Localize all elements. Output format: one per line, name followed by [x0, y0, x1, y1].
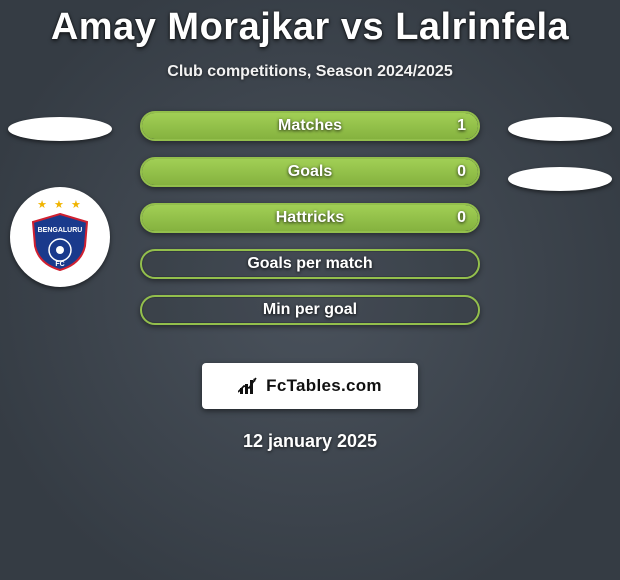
bengaluru-badge: ★ ★ ★ BENGALURU FC — [29, 202, 91, 272]
badge-shield-icon: BENGALURU FC — [29, 212, 91, 272]
stat-bars: Matches 1 Goals 0 Hattricks 0 Goals per match M… — [140, 111, 480, 325]
stat-bar-label: Goals — [288, 163, 332, 181]
svg-text:BENGALURU: BENGALURU — [38, 227, 83, 234]
stat-bar: Goals per match — [140, 249, 480, 279]
left-club-badge: ★ ★ ★ BENGALURU FC — [10, 187, 110, 287]
stat-bar-label: Min per goal — [263, 301, 357, 319]
watermark: FcTables.com — [202, 363, 418, 409]
stat-bar-label: Goals per match — [247, 255, 372, 273]
stat-bar-value-right: 1 — [457, 117, 466, 135]
right-player-photo-placeholder — [508, 117, 612, 141]
stat-bar-value-right: 0 — [457, 163, 466, 181]
stat-bar-label: Hattricks — [276, 209, 344, 227]
page-title: Amay Morajkar vs Lalrinfela — [0, 0, 620, 49]
stat-bar-label: Matches — [278, 117, 342, 135]
watermark-text: FcTables.com — [266, 376, 382, 396]
right-club-badge-placeholder — [508, 167, 612, 191]
left-player-photo-placeholder — [8, 117, 112, 141]
left-player-column: ★ ★ ★ BENGALURU FC — [0, 111, 120, 287]
stat-bar: Goals 0 — [140, 157, 480, 187]
date-label: 12 january 2025 — [0, 431, 620, 452]
stat-bar: Min per goal — [140, 295, 480, 325]
stat-bar-value-right: 0 — [457, 209, 466, 227]
stat-bar: Matches 1 — [140, 111, 480, 141]
stat-bar: Hattricks 0 — [140, 203, 480, 233]
svg-text:FC: FC — [55, 261, 64, 268]
badge-stars-icon: ★ ★ ★ — [29, 198, 91, 211]
right-player-column — [500, 111, 620, 191]
chart-icon — [238, 376, 260, 396]
subtitle: Club competitions, Season 2024/2025 — [0, 63, 620, 81]
comparison-arena: ★ ★ ★ BENGALURU FC Matches1Goals0Hattric… — [0, 111, 620, 361]
